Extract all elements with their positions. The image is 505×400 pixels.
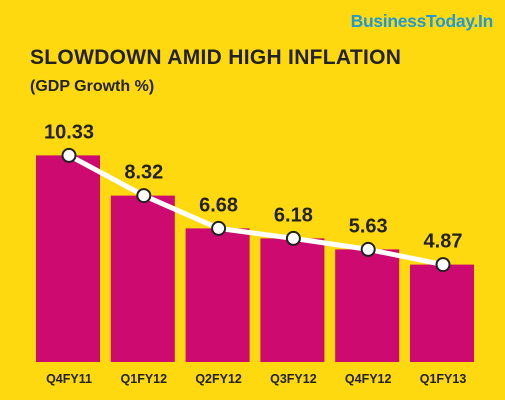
bar-q2fy12 <box>185 228 250 362</box>
bar-q3fy12 <box>260 238 325 362</box>
value-label-q1fy13: 4.87 <box>424 231 463 253</box>
bar-q4fy12 <box>335 249 400 362</box>
bar-q1fy12 <box>110 195 175 362</box>
chart-subtitle: (GDP Growth %) <box>30 78 155 95</box>
value-label-q3fy12: 6.18 <box>274 204 313 226</box>
value-label-q1fy12: 8.32 <box>124 162 163 184</box>
category-label-q3fy12: Q3FY12 <box>270 372 317 386</box>
point-q1fy12 <box>136 188 152 204</box>
value-label-q4fy12: 5.63 <box>349 215 388 237</box>
value-label-q4fy11: 10.33 <box>44 121 94 143</box>
brand-logo: BusinessToday.In <box>350 11 494 31</box>
point-q1fy13 <box>435 257 451 273</box>
category-label-q2fy12: Q2FY12 <box>195 372 242 386</box>
value-label-q2fy12: 6.68 <box>199 194 238 216</box>
trend-line <box>67 153 444 268</box>
bar-q4fy11 <box>36 155 100 362</box>
category-label-q1fy13: Q1FY13 <box>420 372 467 386</box>
point-q3fy12 <box>285 230 301 246</box>
point-q4fy12 <box>360 241 376 257</box>
category-label-q1fy12: Q1FY12 <box>121 372 168 386</box>
category-label-q4fy12: Q4FY12 <box>345 372 392 386</box>
chart-title: SLOWDOWN AMID HIGH INFLATION <box>30 46 402 69</box>
category-label-q4fy11: Q4FY11 <box>46 372 92 386</box>
point-q4fy11 <box>61 147 77 163</box>
point-q2fy12 <box>211 220 227 236</box>
bar-q1fy13 <box>410 264 474 362</box>
